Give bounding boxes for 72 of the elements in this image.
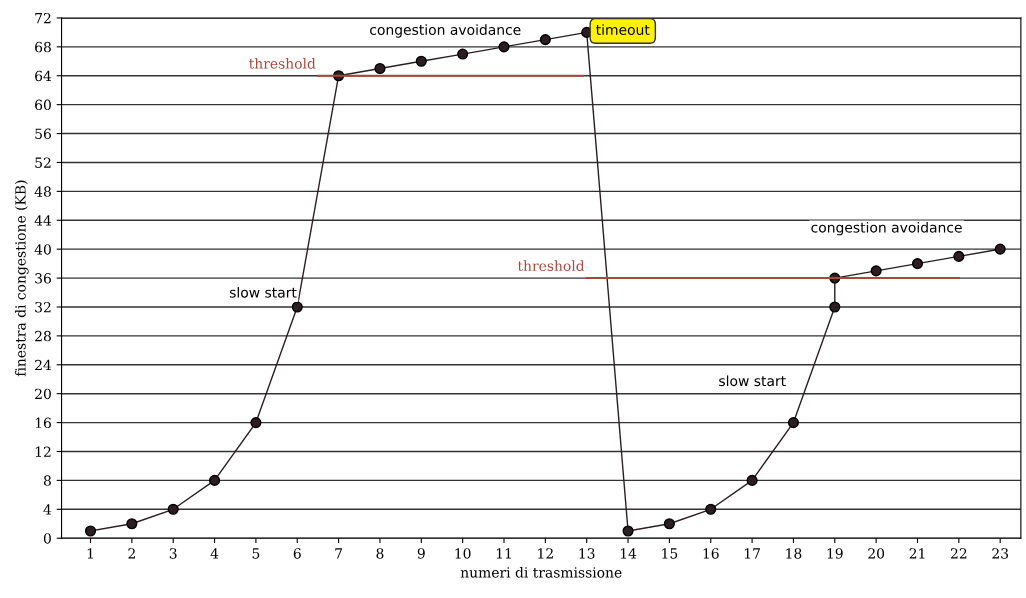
y-tick-label: 44 [34, 215, 52, 226]
annotation: congestion avoidance [811, 221, 962, 236]
point [498, 41, 510, 53]
point [870, 265, 882, 277]
x-tick-label: 19 [827, 548, 843, 559]
point [539, 34, 551, 46]
y-tick-label: 36 [35, 273, 51, 284]
point [126, 518, 138, 530]
point [746, 474, 758, 486]
x-tick-label: 9 [417, 548, 425, 559]
point [84, 525, 97, 537]
x-tick-label: 21 [909, 548, 925, 559]
annotation: slow start [719, 375, 786, 387]
x-tick-label: 18 [786, 548, 802, 559]
point [829, 301, 841, 313]
x-tick-label: 2 [128, 548, 135, 559]
x-tick-label: 5 [252, 548, 260, 559]
y-tick-label: 60 [35, 99, 51, 111]
y-tick-label: 52 [35, 157, 51, 168]
x-tick-label: 3 [169, 548, 177, 559]
y-tick-label: 24 [35, 359, 52, 371]
y-tick-label: 56 [35, 128, 51, 140]
point [787, 417, 800, 429]
point [208, 474, 221, 486]
point [250, 417, 262, 429]
y-tick-label: 64 [35, 70, 52, 82]
y-tick-label: 16 [35, 417, 51, 429]
x-tick-label: 1 [87, 548, 93, 559]
point [994, 243, 1006, 255]
point [291, 301, 303, 313]
x-tick-label: 12 [538, 548, 553, 559]
point [374, 62, 386, 75]
x-tick-label: 4 [210, 548, 219, 559]
y-tick-label: 28 [35, 330, 51, 342]
y-tick-label: 20 [35, 388, 51, 400]
y-tick-label: 12 [35, 446, 51, 457]
point [457, 48, 469, 60]
point [953, 250, 965, 262]
x-tick-label: 11 [496, 548, 511, 559]
x-tick-label: 23 [992, 548, 1008, 559]
y-tick-label: 32 [35, 301, 51, 313]
x-tick-label: 8 [376, 548, 384, 559]
point [911, 258, 924, 270]
x-tick-label: 13 [579, 548, 595, 559]
annotation: slow start [229, 286, 297, 298]
y-tick-label: 0 [43, 533, 51, 544]
point [705, 503, 717, 515]
point [622, 525, 634, 537]
x-tick-label: 17 [744, 548, 760, 559]
y-tick-label: 48 [34, 186, 51, 197]
x-tick-label: 14 [620, 548, 637, 559]
x-tick-label: 15 [662, 548, 678, 559]
annotation: congestion avoidance [370, 24, 521, 38]
x-tick-label: 22 [950, 548, 967, 559]
x-tick-label: 16 [703, 548, 719, 559]
point [663, 518, 675, 530]
annotation: timeout [596, 24, 650, 35]
series-label: threshold [249, 57, 316, 69]
y-tick-label: 4 [43, 504, 52, 515]
x-tick-label: 10 [455, 548, 471, 559]
y-tick-label: 68 [35, 41, 51, 53]
y-tick-label: 8 [43, 475, 51, 486]
series-label: threshold [517, 260, 585, 272]
x-tick-label: 7 [335, 548, 343, 559]
y-axis-title: finestra di congestione (KB) [14, 180, 29, 377]
x-tick-label: 6 [293, 548, 301, 559]
point [415, 55, 427, 67]
x-axis-title: numeri di trasmissione [460, 566, 622, 578]
y-tick-label: 40 [34, 244, 51, 255]
y-tick-label: 72 [35, 12, 51, 24]
x-tick-label: 20 [868, 548, 885, 559]
point [167, 503, 179, 515]
